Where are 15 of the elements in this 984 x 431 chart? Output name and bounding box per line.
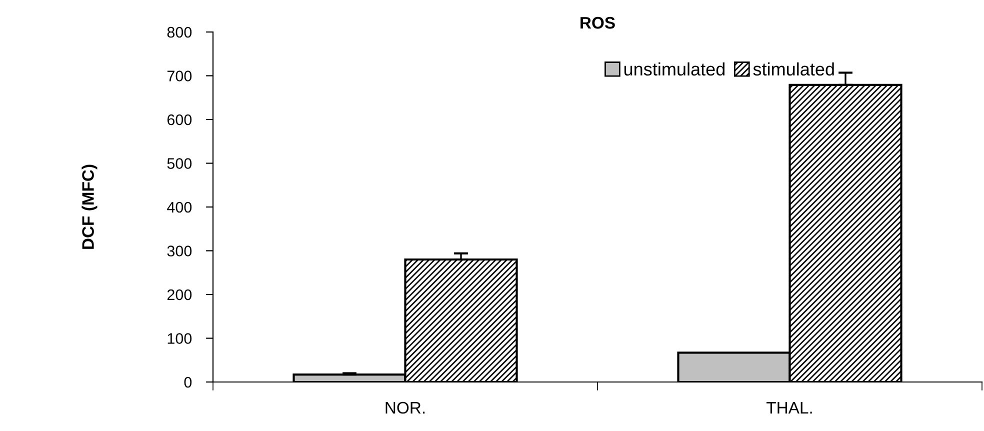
y-tick-label: 700 [167, 70, 192, 82]
y-axis-title: DCF (MFC) [82, 164, 98, 249]
y-tick-label: 500 [167, 158, 192, 169]
y-tick-label: 800 [167, 26, 192, 38]
y-tick-label: 300 [167, 246, 192, 256]
legend-label: unstimulated [624, 62, 724, 76]
y-tick-label: 200 [167, 289, 192, 300]
y-tick-label: 0 [184, 376, 192, 388]
legend-label: stimulated [753, 62, 834, 76]
y-tick-label: 100 [168, 333, 192, 344]
chart-title: ROS [580, 16, 615, 29]
y-tick-label: 600 [167, 114, 192, 126]
x-tick-label: NOR. [386, 402, 425, 414]
x-tick-label: THAL. [766, 402, 812, 414]
y-tick-label: 400 [167, 202, 192, 213]
